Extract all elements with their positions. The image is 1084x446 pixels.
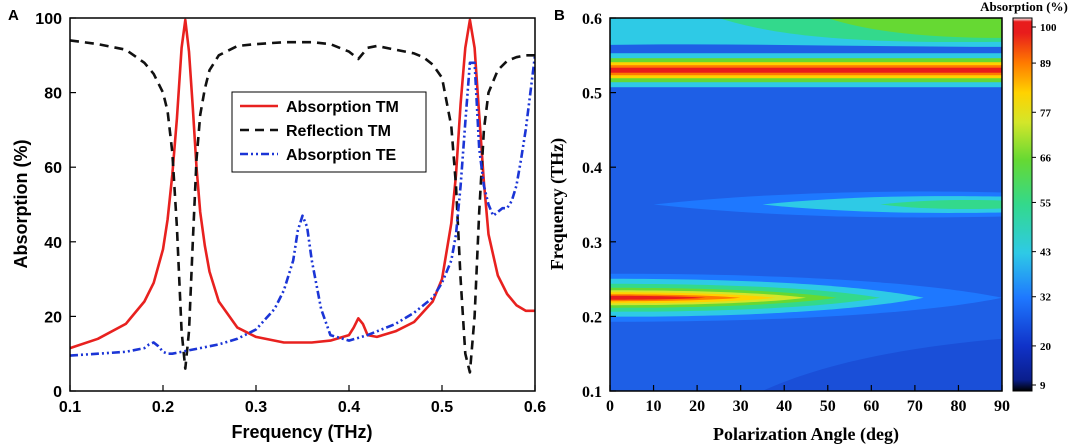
y-tick-label: 0.1: [582, 384, 602, 401]
colorbar-tick-label: 20: [1040, 341, 1052, 353]
x-tick-label: 50: [820, 398, 836, 415]
x-tick-label: 30: [733, 398, 749, 415]
x-tick-label: 0.6: [524, 399, 546, 416]
band-0.35-core: [880, 199, 1002, 210]
band-0.58-peak: [827, 18, 1002, 38]
legend-label: Reflection TM: [286, 123, 391, 140]
band-0.225: [610, 295, 706, 300]
y-tick-label: 0: [53, 384, 62, 401]
panel-a-frame: [69, 17, 536, 392]
colorbar-tick-label: 32: [1040, 292, 1052, 304]
y-tick-label: 80: [44, 86, 62, 103]
colorbar: [1012, 17, 1033, 392]
y-tick-label: 60: [44, 160, 62, 177]
panel-b-heatmap: [610, 18, 1002, 391]
y-tick-label: 20: [44, 309, 62, 326]
x-tick-label: 0.2: [152, 399, 174, 416]
panel-b-ylabel: Frequency (THz): [547, 138, 568, 270]
colorbar-title: Absorption (%): [980, 0, 1068, 14]
colorbar-tick-label: 66: [1040, 152, 1052, 164]
x-tick-label: 20: [689, 398, 705, 415]
x-tick-label: 10: [646, 398, 662, 415]
series-line-absorption-te: [70, 55, 535, 357]
panel-a-ylabel: Absorption (%): [11, 140, 31, 269]
x-tick-label: 70: [907, 398, 923, 415]
y-tick-label: 40: [44, 235, 62, 252]
colorbar-tick-label: 100: [1040, 22, 1057, 34]
legend-label: Absorption TE: [286, 147, 397, 164]
x-tick-label: 0.1: [59, 399, 81, 416]
y-tick-label: 0.2: [582, 309, 602, 326]
colorbar-tick-label: 77: [1040, 107, 1052, 119]
panel-b-frame: [609, 17, 1003, 392]
y-tick-label: 0.3: [582, 235, 602, 252]
panel-a-ticks: 0.1 0.2 0.3 0.4 0.5 0.6 0 20 40 60 80 100: [35, 11, 546, 416]
colorbar-tick-label: 9: [1040, 380, 1046, 392]
x-tick-label: 0: [606, 398, 614, 415]
x-tick-label: 80: [950, 398, 966, 415]
x-tick-label: 60: [863, 398, 879, 415]
x-tick-label: 0.5: [431, 399, 453, 416]
legend-label: Absorption TM: [286, 99, 399, 116]
panel-a-legend: Absorption TM Reflection TM Absorption TE: [231, 91, 427, 173]
panel-b-xlabel: Polarization Angle (deg): [713, 424, 899, 445]
colorbar-tick-label: 43: [1040, 247, 1052, 259]
x-tick-label: 90: [994, 398, 1010, 415]
y-tick-label: 0.4: [582, 160, 602, 177]
panel-a-xlabel: Frequency (THz): [231, 422, 372, 442]
panel-b-ticks: 0 10 20 30 40 50 60 70 80 90 0.1 0.2 0.3 0.4 0.5 0.6: [582, 11, 1010, 415]
series-line-absorption-tm: [70, 18, 535, 350]
panel-a-label: A: [8, 7, 19, 24]
x-tick-label: 0.3: [245, 399, 267, 416]
y-tick-label: 0.6: [582, 11, 602, 28]
y-tick-label: 100: [35, 11, 62, 28]
colorbar-tick-label: 55: [1040, 197, 1052, 209]
series-line-reflection-tm: [70, 39, 535, 374]
panel-b-label: B: [554, 7, 565, 24]
y-tick-label: 0.5: [582, 86, 602, 103]
band-0.53: [610, 67, 1002, 73]
colorbar-ticks: 9 20 32 43 55 66 77 89 100: [1032, 22, 1057, 392]
panel-a-series: [70, 18, 535, 374]
x-tick-label: 40: [776, 398, 792, 415]
x-tick-label: 0.4: [338, 399, 360, 416]
colorbar-tick-label: 89: [1040, 58, 1052, 70]
low-band: [762, 338, 1002, 391]
